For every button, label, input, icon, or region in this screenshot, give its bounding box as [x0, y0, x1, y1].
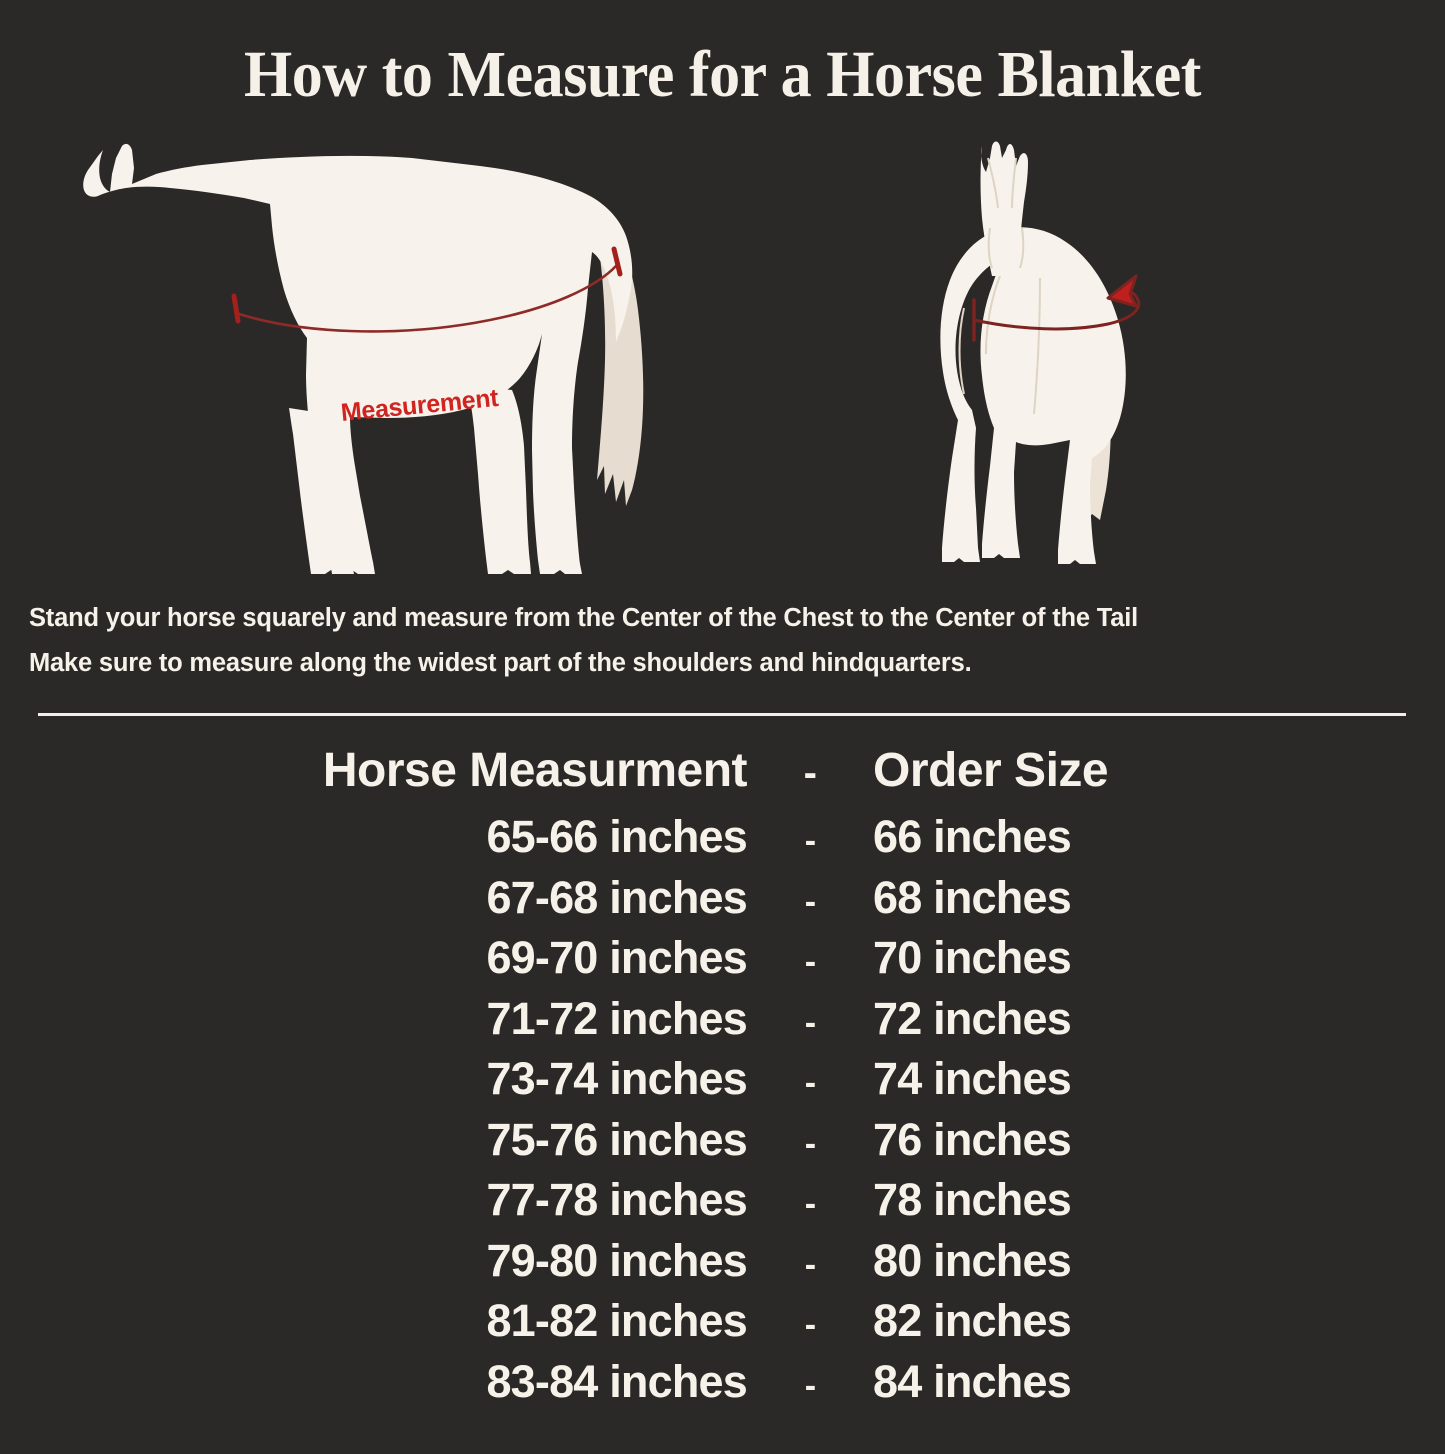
- cell-dash: -: [804, 1306, 816, 1344]
- table-row: 79-80 inches - 80 inches: [0, 1231, 1445, 1292]
- cell-measurement: 71-72 inches: [486, 992, 747, 1044]
- horse-rear-contour-lines: [958, 157, 1041, 415]
- table-row: 75-76 inches - 76 inches: [0, 1110, 1445, 1171]
- cell-order-size: 84 inches: [873, 1355, 1072, 1407]
- horse-side-illustration: [60, 128, 710, 575]
- cell-dash: -: [804, 822, 816, 860]
- measurement-line-side: [231, 246, 623, 333]
- cell-dash: -: [804, 943, 816, 981]
- size-chart-table: Horse Measurment - Order Size 65-66 inch…: [0, 735, 1445, 1412]
- cell-order-size: 68 inches: [873, 871, 1072, 923]
- table-row: 67-68 inches - 68 inches: [0, 868, 1445, 929]
- table-header-row: Horse Measurment - Order Size: [0, 735, 1445, 807]
- cell-dash: -: [804, 1124, 816, 1163]
- measurement-line-rear: [972, 274, 1141, 342]
- cell-dash: -: [804, 1064, 816, 1102]
- table-row: 65-66 inches - 66 inches: [0, 807, 1445, 868]
- cell-measurement: 75-76 inches: [486, 1113, 747, 1165]
- column-header-order-size: Order Size: [873, 744, 1109, 797]
- instructions-text: Stand your horse squarely and measure fr…: [29, 596, 1429, 687]
- cell-dash: -: [804, 1185, 816, 1223]
- table-row: 81-82 inches - 82 inches: [0, 1291, 1445, 1352]
- column-header-measurement: Horse Measurment: [322, 744, 748, 797]
- cell-order-size: 70 inches: [873, 932, 1072, 983]
- horse-rear-illustration: [930, 128, 1230, 573]
- cell-order-size: 76 inches: [873, 1113, 1072, 1165]
- cell-dash: -: [804, 1003, 816, 1042]
- table-row: 73-74 inches - 74 inches: [0, 1049, 1445, 1110]
- cell-measurement: 73-74 inches: [486, 1053, 747, 1104]
- cell-order-size: 82 inches: [873, 1295, 1072, 1346]
- cell-order-size: 78 inches: [873, 1174, 1072, 1225]
- cell-dash: -: [804, 1245, 816, 1284]
- instructions-line-1: Stand your horse squarely and measure fr…: [29, 604, 1138, 632]
- cell-order-size: 72 inches: [873, 992, 1072, 1044]
- horse-side-body-shape: [83, 143, 633, 575]
- cell-dash: -: [804, 1366, 816, 1405]
- instructions-line-2: Make sure to measure along the widest pa…: [29, 649, 972, 678]
- section-divider: [38, 713, 1406, 716]
- table-row: 69-70 inches - 70 inches: [0, 928, 1445, 989]
- horse-side-tail-shape: [597, 232, 644, 506]
- table-row: 77-78 inches - 78 inches: [0, 1170, 1445, 1231]
- cell-measurement: 65-66 inches: [486, 811, 747, 862]
- cell-order-size: 80 inches: [873, 1234, 1072, 1286]
- cell-measurement: 83-84 inches: [486, 1355, 747, 1407]
- table-row: 71-72 inches - 72 inches: [0, 989, 1445, 1050]
- table-row: 83-84 inches - 84 inches: [0, 1352, 1445, 1413]
- cell-order-size: 66 inches: [873, 811, 1072, 862]
- cell-measurement: 67-68 inches: [486, 871, 747, 923]
- column-header-dash: -: [803, 751, 817, 795]
- cell-measurement: 77-78 inches: [486, 1174, 747, 1225]
- cell-measurement: 79-80 inches: [486, 1234, 747, 1286]
- cell-order-size: 74 inches: [873, 1053, 1072, 1104]
- cell-measurement: 81-82 inches: [486, 1295, 747, 1346]
- cell-measurement: 69-70 inches: [486, 932, 747, 983]
- cell-dash: -: [804, 882, 816, 921]
- illustration-area: Measurement: [0, 128, 1445, 588]
- page-title: How to Measure for a Horse Blanket: [243, 38, 1202, 111]
